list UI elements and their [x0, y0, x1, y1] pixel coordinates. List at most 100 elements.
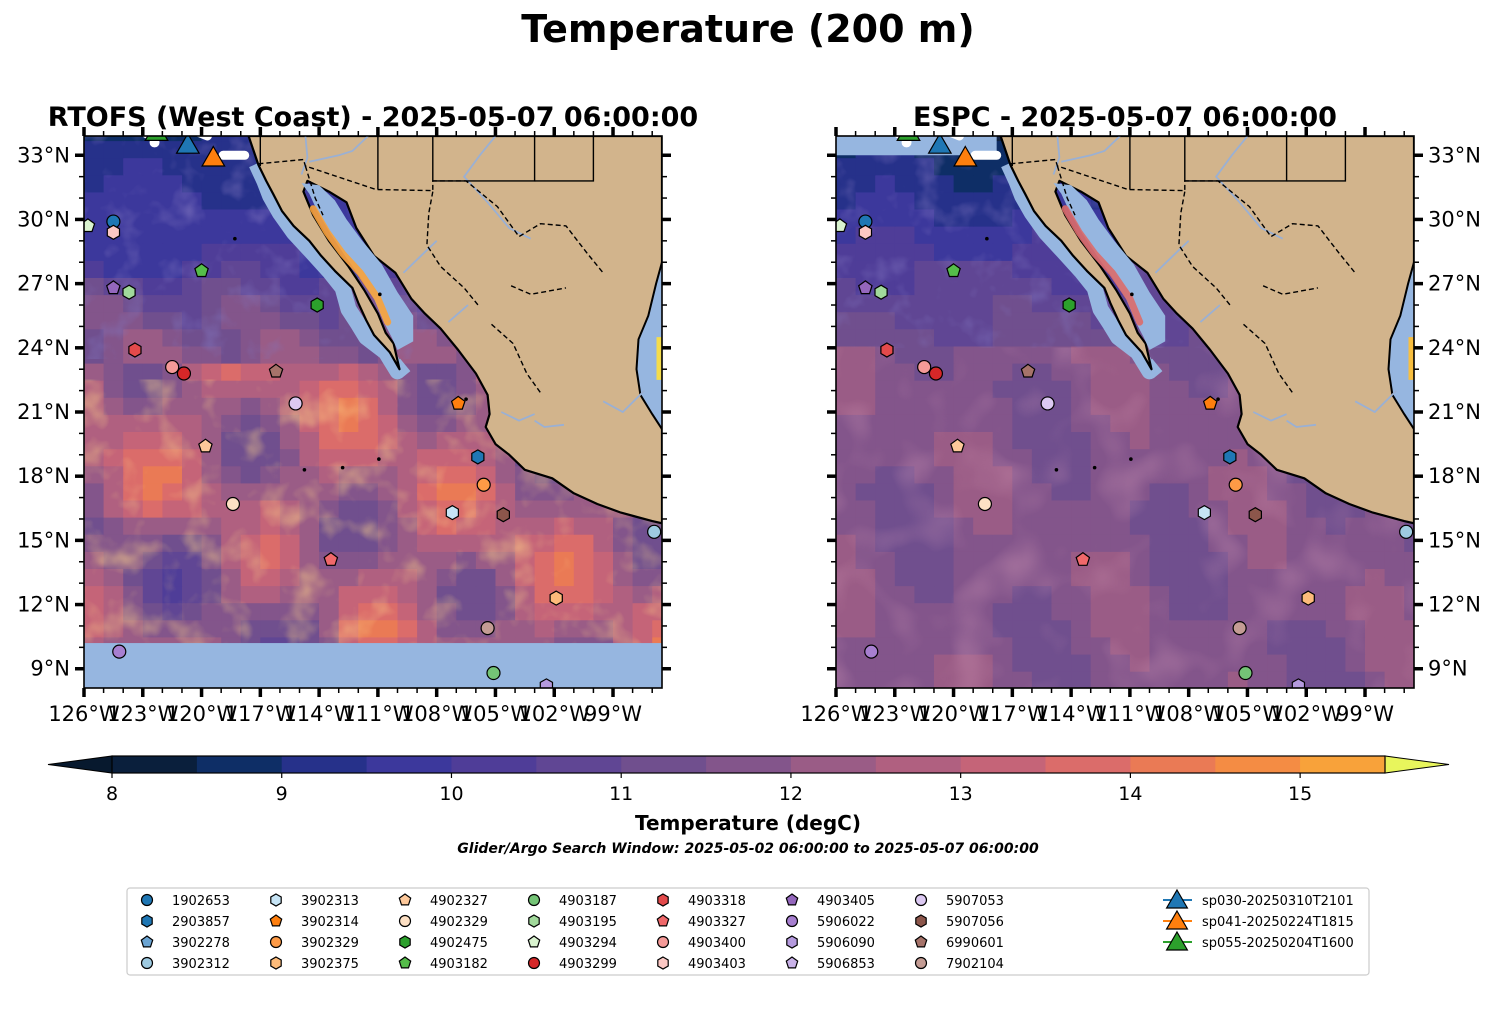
espc-glider-sp055-20250204T1600: [896, 136, 921, 141]
legend-item-5907056: 5907056: [915, 914, 1004, 930]
legend-marker-4903403: [657, 956, 669, 970]
espc-axis-ticks: 126°W123°W120°W117°W114°W111°W108°W105°W…: [800, 127, 1481, 726]
rtofs-no-data-region: [84, 643, 662, 688]
legend-label: 4903318: [688, 894, 746, 909]
espc-y-tick-label: 12°N: [1428, 593, 1481, 617]
espc-island: [1129, 457, 1133, 461]
legend-item-4903400: 4903400: [656, 935, 746, 951]
rtofs-river: [309, 136, 369, 163]
rtofs-profile-5906090: [539, 678, 554, 688]
colorbar-tick-label: 8: [106, 783, 118, 805]
legend-label: 4903195: [559, 915, 617, 930]
rtofs-x-tick-label: 120°W: [166, 702, 238, 726]
espc-profile-4903299: [928, 366, 944, 381]
legend-frame: [126, 887, 1370, 976]
colorbar-segment: [112, 756, 198, 773]
rtofs-border-line: [491, 323, 542, 394]
rtofs-shelf-water: [249, 160, 411, 380]
rtofs-river: [462, 136, 532, 240]
legend-marker-4902327: [398, 893, 412, 906]
legend-item-4903195: 4903195: [528, 914, 617, 930]
legend-label: 4902475: [430, 936, 488, 951]
legend-item-2903857: 2903857: [141, 914, 230, 930]
espc-y-tick-label: 21°N: [1428, 400, 1481, 424]
rtofs-profile-2903857: [471, 449, 485, 465]
espc-x-tick-label: 120°W: [918, 702, 990, 726]
colorbar-segment: [706, 756, 792, 773]
espc-x-tick-label: 99°W: [1336, 702, 1394, 726]
legend-label: 4902327: [430, 894, 488, 909]
legend-label: sp041-20250224T1815: [1202, 915, 1354, 930]
legend-item-6990601: 6990601: [914, 935, 1004, 951]
legend-label: 4903294: [559, 936, 617, 951]
rtofs-panel-title: RTOFS (West Coast) - 2025-05-07 06:00:00: [48, 102, 698, 133]
espc-profile-3902312: [1399, 524, 1414, 539]
espc-river: [1154, 240, 1190, 274]
espc-river: [1199, 304, 1221, 323]
espc-profile-5906090: [1291, 678, 1306, 688]
colorbar: 8 9 10 11 12 13 14 15: [47, 755, 1450, 805]
rtofs-y-tick-label: 21°N: [17, 400, 70, 424]
espc-panel-title: ESPC - 2025-05-07 06:00:00: [913, 102, 1337, 133]
rtofs-river: [402, 240, 438, 274]
legend-marker-3902312: [140, 956, 154, 970]
rtofs-x-tick-label: 111°W: [342, 702, 414, 726]
espc-profile-2903857: [1223, 449, 1237, 465]
espc-x-tick-label: 126°W: [800, 702, 872, 726]
legend-marker-7902104: [914, 956, 928, 970]
espc-river: [1354, 389, 1398, 414]
espc-profile-3902375: [1301, 590, 1315, 606]
colorbar-segment: [536, 756, 622, 773]
rtofs-profile-4903195: [122, 284, 136, 300]
legend-item-4903299: 4903299: [527, 956, 617, 972]
rtofs-profile-3902313: [445, 504, 459, 521]
espc-x-tick-label: 102°W: [1271, 702, 1343, 726]
espc-profile-5907056: [1248, 507, 1263, 523]
rtofs-river: [534, 419, 565, 428]
legend-marker-4903182: [398, 956, 412, 969]
espc-border-line: [1056, 165, 1076, 216]
rtofs-x-tick-label: 108°W: [401, 702, 473, 726]
espc-profile-4903195: [874, 284, 888, 300]
rtofs-profile-4903299: [176, 366, 192, 381]
legend-marker-3902314: [269, 914, 283, 927]
espc-y-tick-label: 24°N: [1428, 336, 1481, 360]
colorbar-segment: [196, 756, 283, 773]
espc-y-tick-label: 9°N: [1428, 657, 1468, 681]
rtofs-profile-7902104: [480, 620, 495, 636]
legend-label: 4902329: [430, 915, 488, 930]
legend-label: 4903403: [688, 957, 746, 972]
colorbar-segment: [366, 756, 453, 773]
legend-item-4903327: 4903327: [656, 914, 746, 930]
espc-profile-3902314: [1202, 395, 1218, 410]
legend-label: 3902278: [172, 936, 230, 951]
legend-marker-5906090: [786, 935, 798, 949]
colorbar-segment: [1300, 756, 1386, 773]
legend-item-4903318: 4903318: [657, 893, 746, 909]
espc-profile-3902278: [829, 106, 842, 119]
legend-label: 5907056: [946, 915, 1004, 930]
espc-x-tick-label: 114°W: [1035, 702, 1107, 726]
espc-profile-4903405: [857, 280, 873, 295]
rtofs-border-line: [426, 191, 481, 308]
rtofs-island: [302, 467, 307, 472]
legend-marker-5907056: [915, 914, 927, 928]
espc-border-line: [1243, 323, 1294, 394]
espc-y-tick-label: 27°N: [1428, 272, 1481, 296]
legend-label: 5907053: [946, 894, 1004, 909]
legend-marker-sp041-20250224T1815: [1165, 909, 1189, 930]
colorbar-segment: [1215, 756, 1301, 773]
rtofs-profile-4903294: [84, 218, 96, 233]
rtofs-profile-4903327: [323, 551, 339, 566]
espc-island: [1054, 467, 1059, 472]
legend-label: 4903405: [817, 894, 875, 909]
colorbar-tick-label: 9: [276, 783, 288, 805]
legend-item-3902314: 3902314: [269, 914, 359, 930]
rtofs-profile-3902375: [549, 590, 563, 606]
legend-item-4903403: 4903403: [657, 956, 746, 972]
legend-item-1902653: 1902653: [140, 893, 230, 909]
rtofs-y-tick-label: 33°N: [17, 143, 70, 167]
colorbar-segment: [451, 756, 537, 773]
espc-profile-5906022: [864, 644, 879, 659]
espc-state-line: [1286, 136, 1347, 182]
